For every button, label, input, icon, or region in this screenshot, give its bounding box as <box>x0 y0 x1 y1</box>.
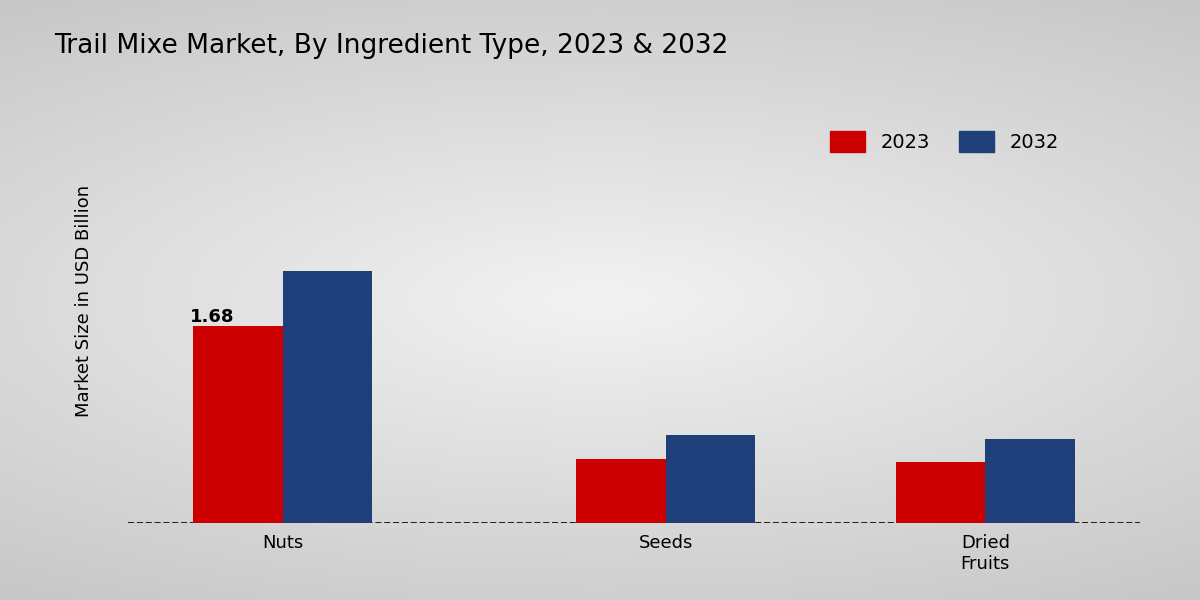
Bar <box>896 462 985 523</box>
Bar <box>666 435 755 523</box>
Legend: 2023, 2032: 2023, 2032 <box>822 124 1067 160</box>
Bar <box>576 458 666 523</box>
Bar <box>985 439 1075 523</box>
Bar <box>193 326 282 523</box>
Bar <box>282 271 372 523</box>
Y-axis label: Market Size in USD Billion: Market Size in USD Billion <box>74 184 94 416</box>
Text: 1.68: 1.68 <box>190 308 234 326</box>
Text: Trail Mixe Market, By Ingredient Type, 2023 & 2032: Trail Mixe Market, By Ingredient Type, 2… <box>54 33 728 59</box>
